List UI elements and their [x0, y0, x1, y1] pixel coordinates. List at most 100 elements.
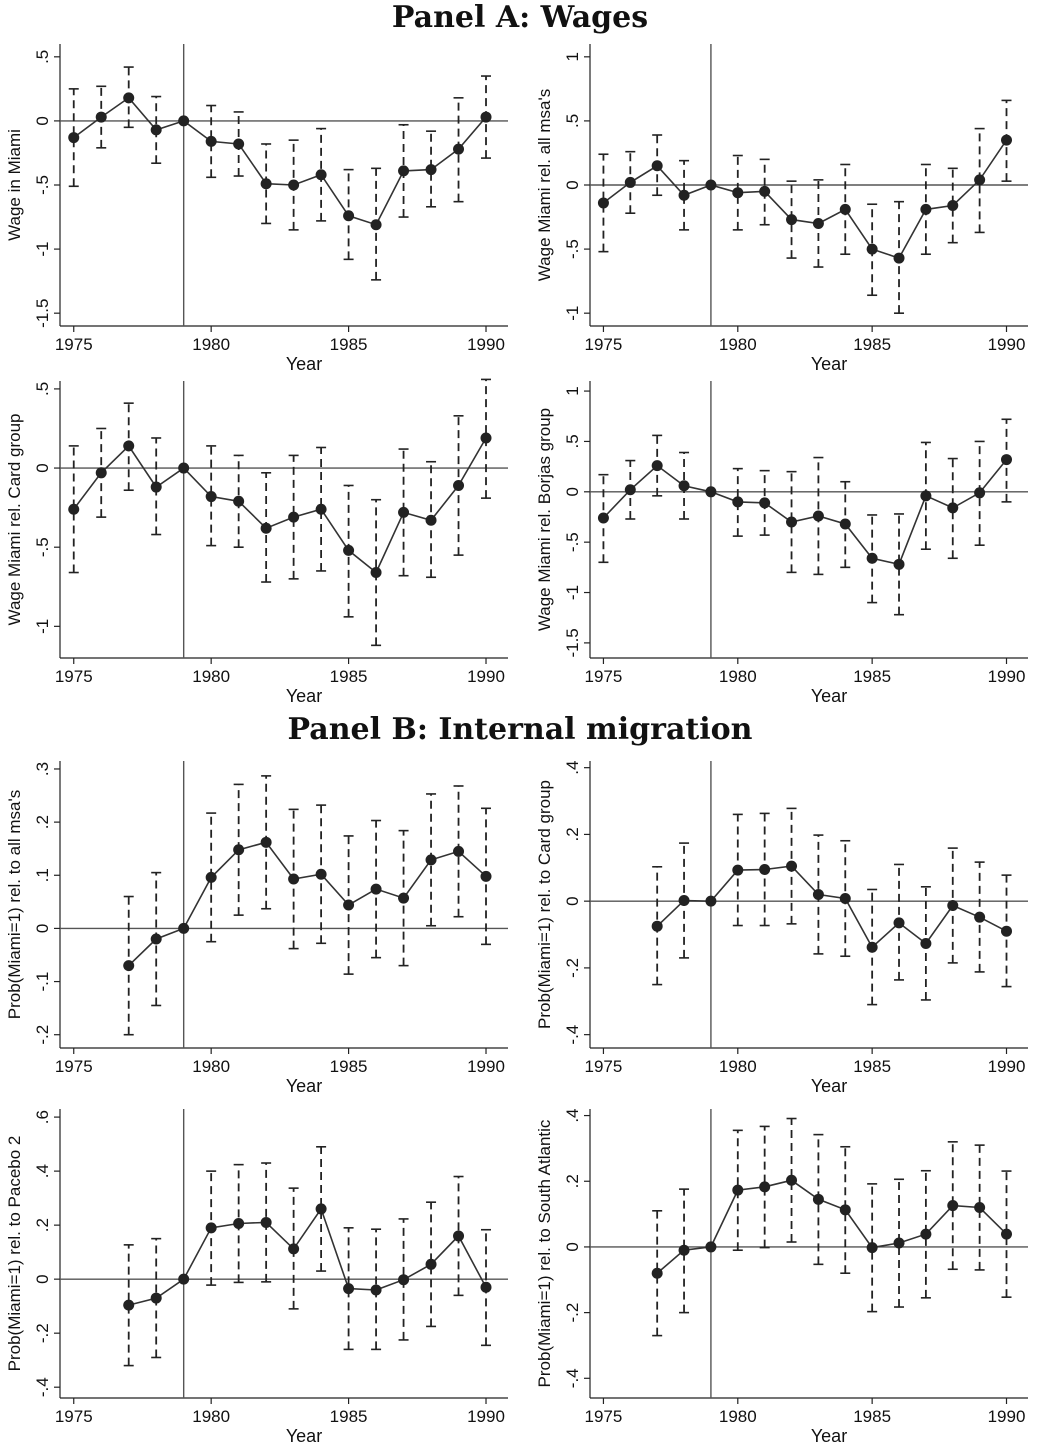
estimate-point	[425, 1258, 437, 1270]
y-tick-label: -1	[33, 242, 52, 257]
y-tick-label: -.4	[563, 1368, 582, 1388]
chart-wage-miami: 1975 1980 1985 1990 .5 0 -.5 -1 -1.5 Year Wage in …	[5, 44, 508, 374]
y-axis-title: Wage Miami rel. Borjas group	[535, 408, 554, 631]
estimate-point	[947, 502, 959, 514]
panel-a-title: Panel A: Wages	[391, 0, 649, 35]
y-tick-label: 0	[33, 116, 52, 125]
x-tick-label: 1985	[330, 1057, 368, 1076]
estimate-point	[343, 210, 355, 222]
x-axis-title: Year	[811, 686, 847, 706]
estimate-point	[370, 883, 382, 895]
estimate-point	[759, 863, 771, 875]
estimate-point	[947, 1200, 959, 1212]
estimate-point	[974, 1202, 986, 1214]
x-tick-label: 1990	[988, 1057, 1026, 1076]
estimate-point	[425, 514, 437, 526]
estimate-point	[453, 845, 465, 857]
estimate-point	[425, 164, 437, 176]
y-tick-label: .1	[33, 868, 52, 882]
y-tick-label: 0	[563, 896, 582, 905]
estimate-point	[759, 185, 771, 197]
estimate-point	[480, 1281, 492, 1293]
y-tick-label: -.4	[33, 1377, 52, 1397]
estimate-point	[178, 115, 190, 127]
panel-b-title: Panel B: Internal migration	[287, 712, 753, 747]
x-axis-title: Year	[286, 1426, 322, 1446]
y-tick-label: .3	[33, 762, 52, 776]
estimate-point	[866, 552, 878, 564]
x-tick-label: 1990	[988, 335, 1026, 354]
estimate-point	[732, 1184, 744, 1196]
estimate-point	[205, 135, 217, 147]
x-tick-label: 1985	[330, 335, 368, 354]
estimate-point	[150, 933, 162, 945]
y-tick-label: .4	[563, 761, 582, 775]
x-axis-title: Year	[811, 1426, 847, 1446]
estimate-point	[920, 203, 932, 215]
x-tick-label: 1975	[585, 667, 623, 686]
x-tick-label: 1985	[330, 1407, 368, 1426]
estimate-point	[624, 484, 636, 496]
x-tick-label: 1975	[585, 335, 623, 354]
estimate-point	[123, 440, 135, 452]
y-tick-label: -1.5	[563, 628, 582, 657]
chart-wage-rel-borjas-group: 1975 1980 1985 1990 1 .5 0 -.5 -1 -1.5 Year Wage Mi…	[535, 381, 1028, 706]
estimate-point	[150, 1292, 162, 1304]
estimate-point	[260, 836, 272, 848]
estimate-series-line	[128, 841, 487, 967]
estimate-series-line	[602, 139, 1008, 260]
x-tick-label: 1980	[719, 335, 757, 354]
y-axis-title: Prob(Miami=1) rel. to Card group	[535, 780, 554, 1029]
x-tick-label: 1975	[55, 335, 93, 354]
x-tick-label: 1980	[192, 1057, 230, 1076]
estimate-point	[786, 860, 798, 872]
estimate-point	[123, 1299, 135, 1311]
y-tick-label: -1	[563, 306, 582, 321]
estimate-point	[1001, 925, 1013, 937]
estimate-point	[398, 165, 410, 177]
estimate-point	[178, 922, 190, 934]
y-tick-label: -.5	[563, 239, 582, 259]
y-tick-label: -1	[563, 585, 582, 600]
estimate-point	[150, 481, 162, 493]
estimate-point	[370, 219, 382, 231]
estimate-point	[205, 871, 217, 883]
estimate-point	[732, 187, 744, 199]
estimate-point	[920, 1228, 932, 1240]
x-tick-label: 1985	[853, 1057, 891, 1076]
estimate-point	[678, 189, 690, 201]
y-tick-label: 0	[33, 1274, 52, 1283]
estimate-point	[947, 900, 959, 912]
chart-prob-rel-south-atlantic: 1975 1980 1985 1990 .4 .2 0 -.2 -.4 Year Prob(Miam…	[535, 1108, 1028, 1446]
y-tick-label: -1.5	[33, 299, 52, 328]
estimate-point	[398, 506, 410, 518]
estimate-point	[947, 200, 959, 212]
estimate-point	[786, 1174, 798, 1186]
estimate-point	[651, 160, 663, 172]
estimate-point	[786, 214, 798, 226]
estimate-point	[95, 111, 107, 123]
x-tick-label: 1990	[467, 667, 505, 686]
estimate-point	[597, 512, 609, 524]
estimate-point	[315, 868, 327, 880]
y-tick-label: -.2	[33, 1323, 52, 1343]
x-tick-label: 1990	[467, 1407, 505, 1426]
estimate-point	[974, 487, 986, 499]
x-tick-label: 1980	[192, 1407, 230, 1426]
y-tick-label: -.5	[33, 537, 52, 557]
estimate-point	[123, 960, 135, 972]
estimate-point	[343, 899, 355, 911]
estimate-point	[233, 495, 245, 507]
x-axis-title: Year	[286, 354, 322, 374]
y-axis-title: Wage Miami rel. Card group	[5, 414, 24, 626]
x-tick-label: 1980	[719, 1057, 757, 1076]
y-axis-title: Wage Miami rel. all msa's	[535, 89, 554, 282]
y-tick-label: -.2	[563, 1303, 582, 1323]
estimate-point	[812, 510, 824, 522]
estimate-point	[597, 197, 609, 209]
y-tick-label: 1	[563, 386, 582, 395]
estimate-point	[480, 432, 492, 444]
estimate-point	[288, 873, 300, 885]
estimate-point	[343, 1283, 355, 1295]
estimate-point	[233, 1218, 245, 1230]
